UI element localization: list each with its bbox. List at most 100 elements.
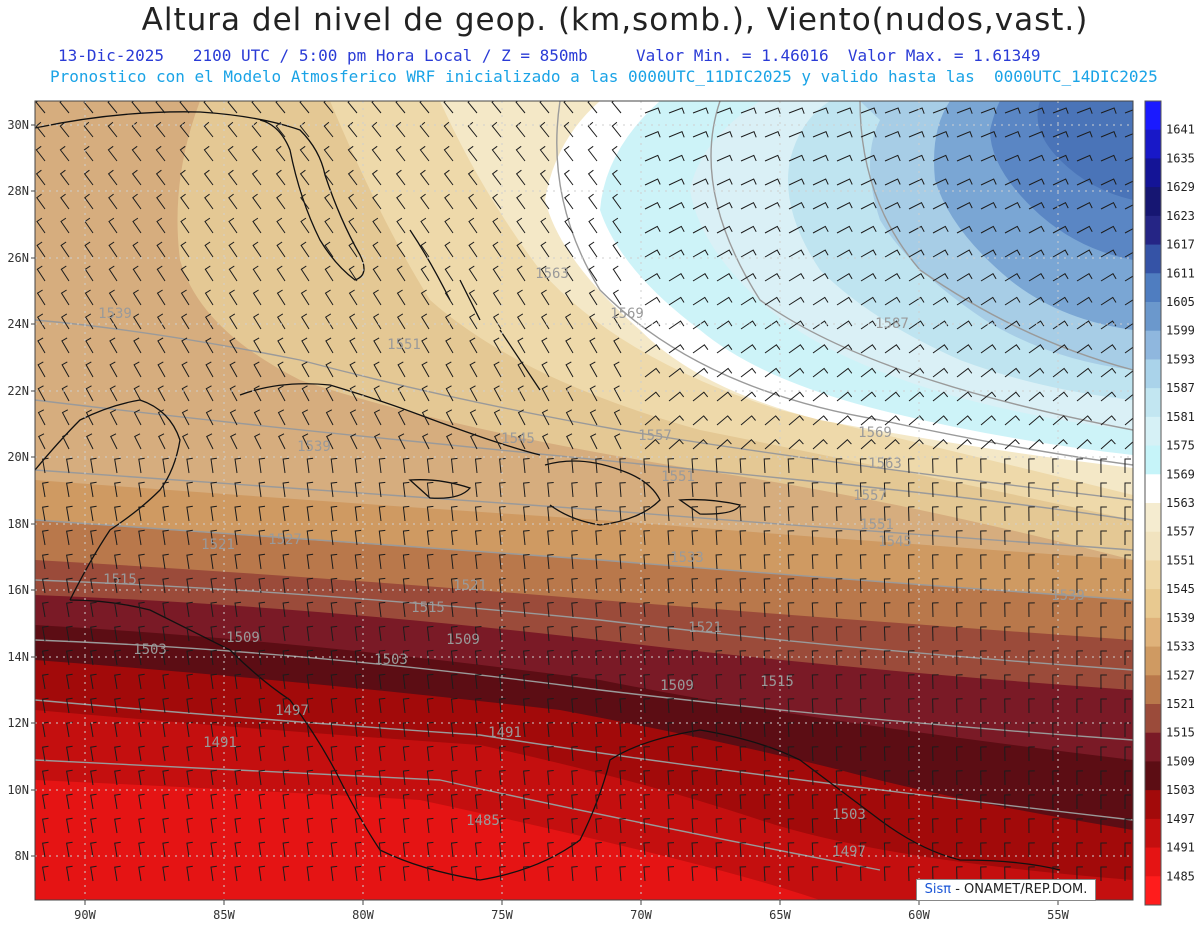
wind-barb bbox=[138, 625, 145, 642]
wind-barb bbox=[499, 602, 506, 618]
wind-barb bbox=[1076, 367, 1093, 378]
wind-barb bbox=[1076, 458, 1083, 474]
wind-barb bbox=[157, 337, 166, 354]
wind-barb bbox=[35, 169, 46, 186]
wind-barb bbox=[228, 265, 238, 282]
wind-barb bbox=[42, 505, 49, 522]
colorbar-swatch bbox=[1145, 704, 1161, 734]
wind-barb bbox=[234, 505, 242, 522]
wind-barb bbox=[347, 101, 358, 114]
colorbar-swatch bbox=[1145, 101, 1161, 131]
wind-barb bbox=[180, 241, 190, 258]
wind-barb bbox=[1052, 842, 1059, 858]
wind-barb bbox=[1076, 178, 1093, 186]
wind-barb bbox=[90, 817, 97, 834]
wind-barb bbox=[277, 385, 286, 402]
wind-barb bbox=[474, 866, 482, 882]
wind-barb bbox=[1052, 698, 1059, 714]
wind-barb bbox=[37, 409, 46, 426]
wind-barb bbox=[956, 249, 973, 258]
isoline-label: 1509 bbox=[226, 630, 260, 646]
wind-barb bbox=[229, 361, 238, 378]
chart-title: Altura del nivel de geop. (km,somb.), Vi… bbox=[141, 2, 1089, 38]
wind-barb bbox=[227, 145, 238, 162]
wind-barb bbox=[131, 145, 142, 162]
lon-label: 55W bbox=[1047, 908, 1069, 922]
wind-barb bbox=[251, 101, 262, 114]
wind-barb bbox=[330, 769, 338, 786]
wind-barb bbox=[397, 409, 406, 426]
wind-barb bbox=[402, 841, 410, 858]
wind-barb bbox=[1052, 458, 1059, 474]
wind-barb bbox=[474, 554, 482, 570]
wind-barb bbox=[667, 650, 675, 666]
wind-barb bbox=[204, 193, 214, 210]
wind-barb bbox=[691, 818, 699, 834]
wind-barb bbox=[61, 385, 70, 402]
wind-barb bbox=[715, 866, 723, 882]
wind-barb bbox=[547, 794, 554, 810]
wind-barb bbox=[692, 415, 708, 426]
wind-barb bbox=[788, 438, 804, 450]
wind-barb bbox=[692, 225, 709, 234]
isoline-label: 1497 bbox=[275, 703, 309, 719]
wind-barb bbox=[114, 721, 121, 738]
colorbar-label: 1497 bbox=[1166, 812, 1195, 826]
wind-barb bbox=[1124, 482, 1131, 497]
wind-barb bbox=[515, 169, 526, 186]
wind-barb bbox=[763, 626, 771, 642]
wind-barb bbox=[422, 433, 430, 450]
isoline-label: 1503 bbox=[374, 652, 408, 668]
wind-barb bbox=[518, 433, 526, 450]
wind-barb bbox=[66, 817, 73, 834]
wind-barb bbox=[547, 482, 554, 498]
wind-barb bbox=[612, 289, 622, 306]
wind-barb bbox=[60, 265, 70, 282]
wind-barb bbox=[691, 698, 699, 714]
wind-barb bbox=[668, 178, 685, 186]
colorbar-swatch bbox=[1145, 302, 1161, 332]
wind-barb bbox=[643, 554, 650, 570]
wind-barb bbox=[37, 385, 46, 402]
wind-barb bbox=[787, 794, 795, 810]
wind-barb bbox=[588, 217, 598, 234]
wind-barb bbox=[396, 241, 406, 258]
wind-barb bbox=[595, 578, 602, 594]
wind-barb bbox=[644, 131, 661, 138]
wind-barb bbox=[516, 289, 526, 306]
wind-barb bbox=[114, 865, 121, 882]
wind-barb bbox=[667, 626, 675, 642]
wind-barb bbox=[811, 602, 819, 618]
colorbar-label: 1641 bbox=[1166, 123, 1195, 137]
wind-barb bbox=[499, 818, 506, 834]
wind-barb bbox=[1124, 346, 1133, 354]
wind-barb bbox=[956, 320, 973, 330]
wind-barb bbox=[445, 313, 454, 330]
wind-barb bbox=[42, 841, 49, 858]
colorbar-swatch bbox=[1145, 330, 1161, 360]
wind-barb bbox=[276, 265, 286, 282]
wind-barb bbox=[1004, 249, 1021, 258]
wind-barb bbox=[956, 842, 963, 858]
wind-barb bbox=[835, 746, 843, 762]
wind-barb bbox=[204, 289, 214, 306]
wind-barb bbox=[643, 650, 650, 666]
wind-barb bbox=[883, 554, 891, 570]
wind-barb bbox=[1076, 415, 1092, 426]
wind-barb bbox=[644, 296, 661, 306]
wind-barb bbox=[740, 154, 757, 162]
wind-barb bbox=[492, 217, 502, 234]
wind-barb bbox=[1028, 202, 1045, 210]
wind-barb bbox=[186, 865, 193, 882]
wind-barb bbox=[764, 225, 781, 234]
wind-barb bbox=[371, 145, 382, 162]
wind-barb bbox=[90, 601, 97, 618]
wind-barb bbox=[523, 482, 530, 498]
wind-barb bbox=[667, 554, 675, 570]
wind-barb bbox=[835, 842, 843, 858]
wind-barb bbox=[932, 626, 939, 642]
wind-barb bbox=[1076, 650, 1083, 666]
wind-barb bbox=[467, 121, 478, 138]
wind-barb bbox=[138, 697, 145, 714]
wind-barb bbox=[932, 506, 939, 522]
